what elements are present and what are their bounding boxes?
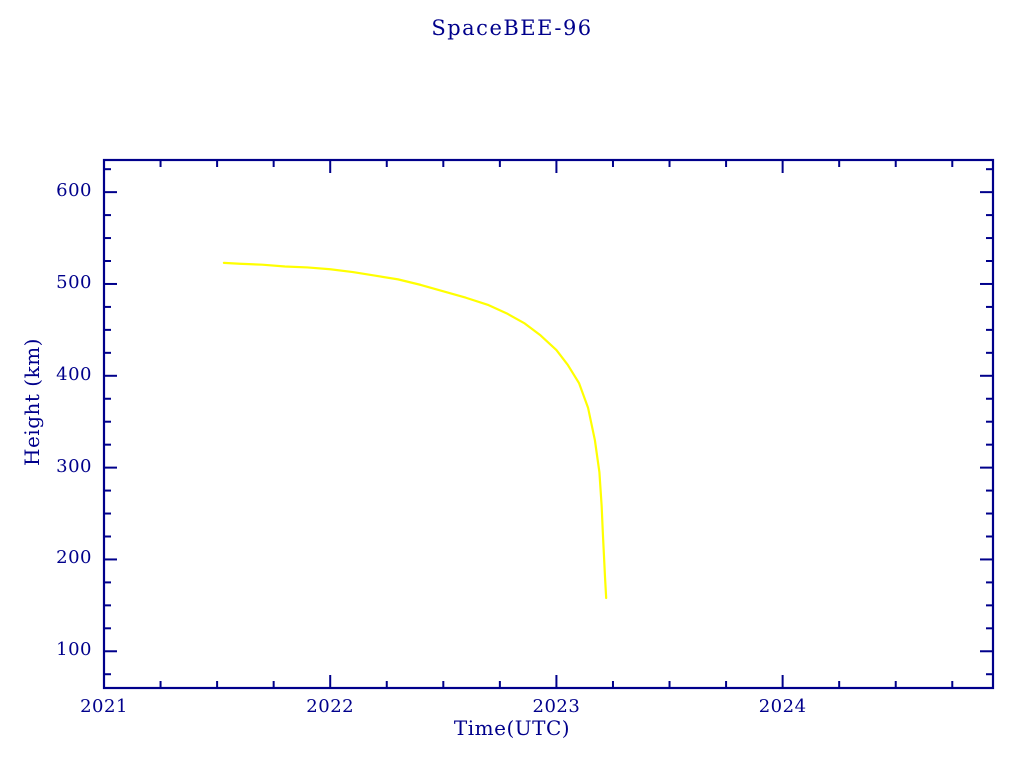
y-axis-label: Height (km) <box>20 338 44 466</box>
plot-border <box>102 158 995 690</box>
data-series-group <box>222 261 608 600</box>
x-axis-label: Time(UTC) <box>453 716 571 740</box>
x-tick-label: 2023 <box>532 696 581 717</box>
y-tick-label: 600 <box>56 180 92 202</box>
y-tick-label: 500 <box>56 271 92 293</box>
y-tick-label: 200 <box>56 547 92 569</box>
data-line <box>222 261 608 600</box>
y-tick-label: 100 <box>56 639 92 661</box>
x-tick-label: 2024 <box>758 696 807 717</box>
y-tick-label: 400 <box>56 363 92 385</box>
axis-ticks <box>103 160 993 688</box>
plot-frame <box>102 158 995 690</box>
x-tick-label: 2022 <box>306 696 355 717</box>
x-tick-label: 2021 <box>80 696 128 717</box>
y-tick-label: 300 <box>56 455 92 477</box>
chart-title: SpaceBEE-96 <box>431 16 593 40</box>
